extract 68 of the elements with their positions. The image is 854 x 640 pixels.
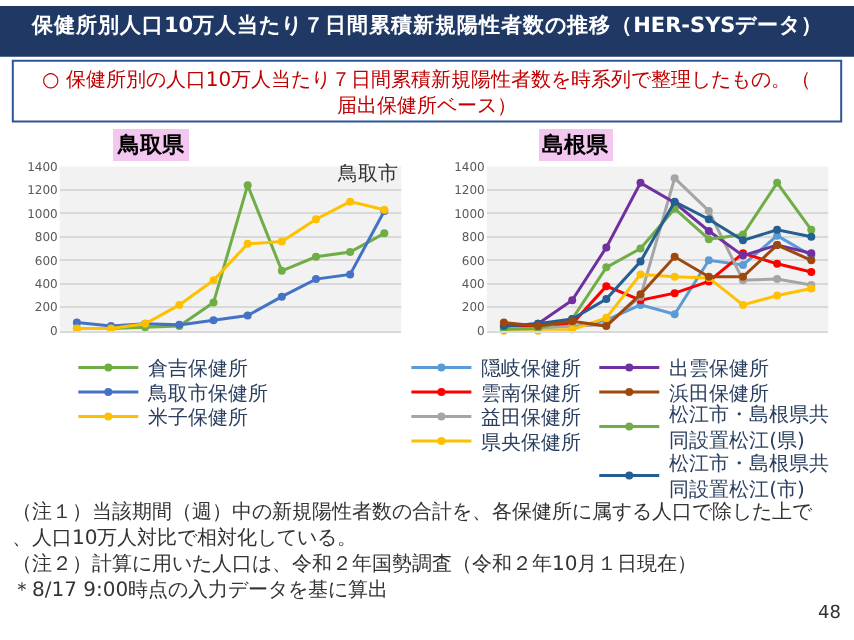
- point: [209, 276, 218, 285]
- point: [636, 244, 645, 253]
- point: [277, 292, 286, 301]
- point: [636, 178, 645, 187]
- point: [670, 252, 679, 261]
- text: （注２）計算に用いた人口は、令和２年国勢調査（令和２年10月１日現在）: [12, 552, 698, 576]
- legend-label: 松江市・島根県共同設置松江(市): [669, 452, 830, 503]
- point: [704, 226, 713, 235]
- point: [175, 300, 184, 309]
- point: [670, 272, 679, 281]
- text: （注１）当該期間（週）中の新規陽性者数の合計を、各保健所に属する人口で除した上で、人口10万人対比で相対化している。: [12, 500, 814, 550]
- legend-label: 鳥取市保健所: [146, 381, 269, 406]
- point: [670, 174, 679, 183]
- point: [602, 282, 611, 291]
- point: [807, 232, 816, 241]
- point: [311, 252, 320, 261]
- point: [773, 275, 782, 284]
- point: [636, 270, 645, 279]
- legend-label: 松江市・島根県共同設置松江(県): [669, 403, 830, 454]
- text: 48: [818, 604, 842, 624]
- point: [602, 295, 611, 304]
- point: [243, 311, 252, 320]
- point: [704, 207, 713, 216]
- legend-label: 浜田保健所: [669, 381, 770, 406]
- point: [568, 296, 577, 305]
- point: [311, 215, 320, 224]
- point: [636, 257, 645, 266]
- point: [773, 291, 782, 300]
- point: [380, 229, 389, 238]
- legend-label: 出雲保健所: [669, 357, 770, 382]
- point: [602, 263, 611, 272]
- point: [243, 239, 252, 248]
- legend-label: 隠岐保健所: [481, 357, 582, 382]
- point: [346, 197, 355, 206]
- chart-title: 鳥取県: [116, 132, 186, 158]
- text: 保健所別人口10万人当たり７日間累積新規陽性者数の推移（HER-SYSデータ）: [30, 12, 824, 38]
- point: [209, 316, 218, 325]
- point: [311, 275, 320, 284]
- point: [738, 236, 747, 245]
- legend-label: 米子保健所: [148, 406, 249, 431]
- point: [346, 248, 355, 257]
- annotation: 鳥取市: [336, 162, 398, 186]
- legend-label: 県央保健所: [481, 430, 582, 455]
- point: [704, 215, 713, 224]
- point: [704, 235, 713, 244]
- point: [209, 298, 218, 307]
- text: ○ 保健所別の人口10万人当たり７日間累積新規陽性者数を時系列で整理したもの。（届出保健所ベース）: [42, 68, 812, 118]
- point: [773, 178, 782, 187]
- point: [346, 270, 355, 279]
- point: [807, 225, 816, 234]
- point: [773, 259, 782, 268]
- point: [807, 268, 816, 277]
- chart-title: 島根県: [542, 132, 610, 158]
- text: ＊8/17 9:00時点の入力データを基に算出: [12, 578, 389, 602]
- point: [602, 243, 611, 252]
- point: [773, 225, 782, 234]
- point: [738, 300, 747, 309]
- point: [704, 256, 713, 265]
- point: [670, 289, 679, 298]
- point: [243, 181, 252, 190]
- point: [277, 237, 286, 246]
- point: [277, 266, 286, 275]
- legend-label: 益田保健所: [481, 406, 582, 431]
- point: [807, 256, 816, 265]
- legend-label: 倉吉保健所: [148, 357, 249, 382]
- point: [670, 310, 679, 319]
- legend-label: 雲南保健所: [481, 381, 582, 406]
- point: [738, 261, 747, 270]
